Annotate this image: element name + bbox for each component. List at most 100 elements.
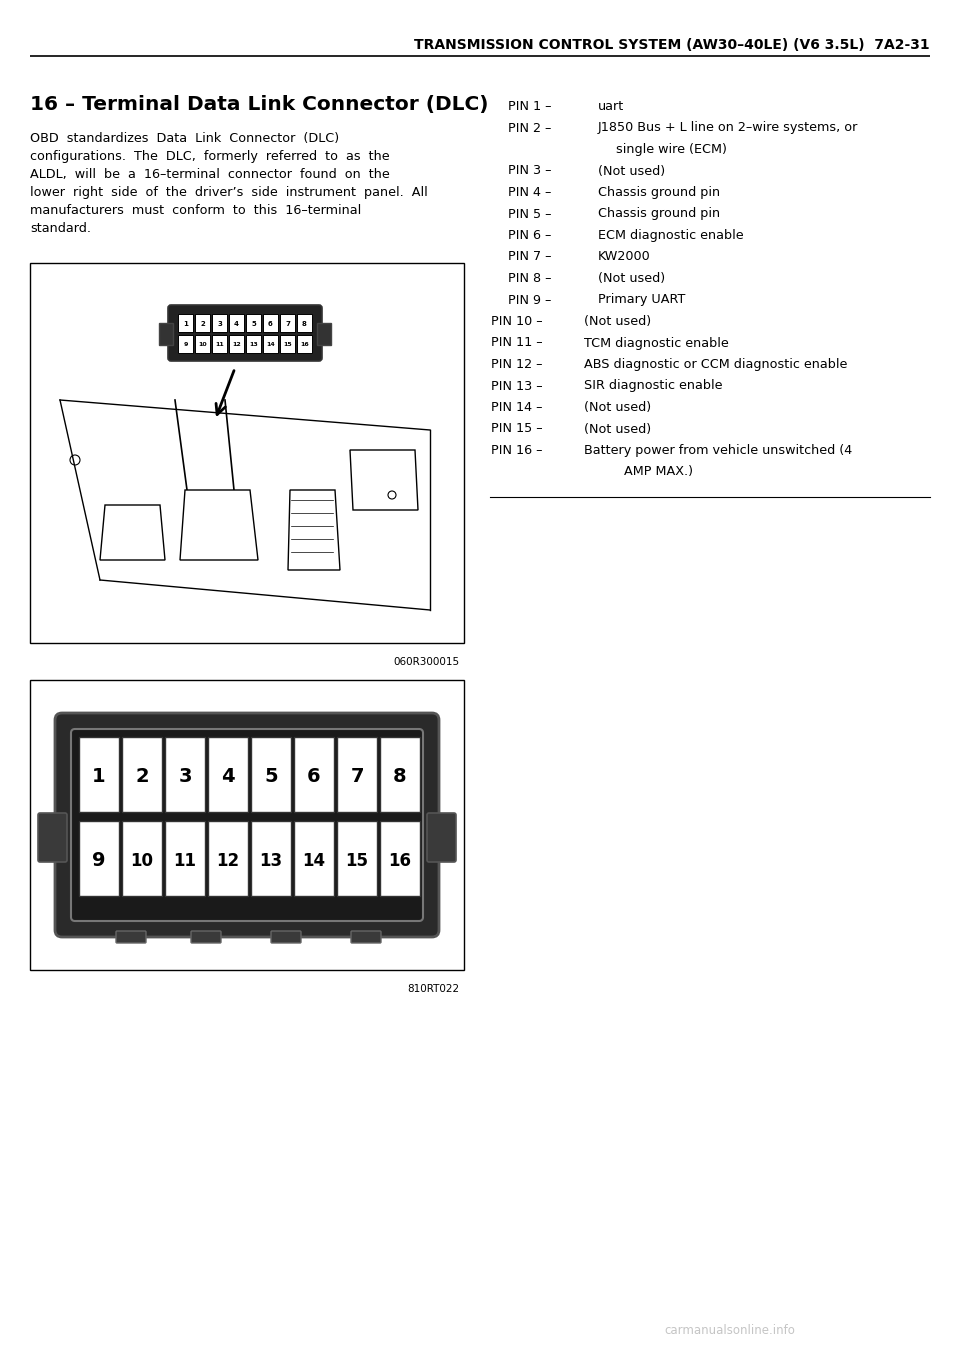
Text: 13: 13 [250,342,258,348]
Text: PIN 2 –: PIN 2 – [508,121,551,134]
Text: TRANSMISSION CONTROL SYSTEM (AW30–40LE) (V6 3.5L)  7A2-31: TRANSMISSION CONTROL SYSTEM (AW30–40LE) … [415,38,930,52]
Bar [195,314,210,331]
Text: PIN 12 –: PIN 12 – [491,359,542,371]
Text: configurations.  The  DLC,  formerly  referred  to  as  the: configurations. The DLC, formerly referr… [30,149,390,163]
Bar [229,314,244,331]
Text: AMP MAX.): AMP MAX.) [624,466,693,478]
Text: 10: 10 [198,342,206,348]
Text: Chassis ground pin: Chassis ground pin [598,186,720,200]
Text: 4: 4 [221,767,235,786]
Bar [337,737,377,812]
Text: 7: 7 [285,320,290,327]
Text: (Not used): (Not used) [584,422,651,436]
FancyBboxPatch shape [191,932,221,942]
Text: 2: 2 [135,767,149,786]
Polygon shape [288,490,340,570]
Bar [297,314,312,331]
Text: 2: 2 [200,320,204,327]
Bar [263,314,278,331]
Text: 15: 15 [283,342,292,348]
Text: ALDL,  will  be  a  16–terminal  connector  found  on  the: ALDL, will be a 16–terminal connector fo… [30,168,390,181]
Bar [79,822,119,896]
Bar [294,737,334,812]
Bar [280,335,295,353]
Bar [79,737,119,812]
Text: 13: 13 [259,851,282,869]
Text: 15: 15 [346,851,369,869]
Text: (Not used): (Not used) [598,164,665,178]
Bar [178,314,193,331]
Text: PIN 5 –: PIN 5 – [508,208,551,220]
Bar [212,314,227,331]
Bar [380,737,420,812]
Bar [208,737,248,812]
Text: ECM diagnostic enable: ECM diagnostic enable [598,230,744,242]
Text: PIN 4 –: PIN 4 – [508,186,551,200]
Text: PIN 15 –: PIN 15 – [491,422,542,436]
Bar [380,822,420,896]
Text: 6: 6 [268,320,273,327]
Text: 9: 9 [183,342,188,348]
Text: 14: 14 [302,851,325,869]
Text: 5: 5 [264,767,277,786]
Bar [30,680,464,970]
Text: 8: 8 [302,320,307,327]
Text: (Not used): (Not used) [598,272,665,285]
Text: J1850 Bus + L line on 2–wire systems, or: J1850 Bus + L line on 2–wire systems, or [598,121,858,134]
Text: PIN 14 –: PIN 14 – [491,401,542,414]
Text: 16: 16 [300,342,309,348]
Bar [212,335,227,353]
Bar [280,314,295,331]
Text: PIN 8 –: PIN 8 – [508,272,551,285]
Text: 1: 1 [183,320,188,327]
Text: Chassis ground pin: Chassis ground pin [598,208,720,220]
Text: 7: 7 [350,767,364,786]
Bar [122,822,162,896]
Text: 16: 16 [389,851,412,869]
Text: 14: 14 [266,342,275,348]
Text: PIN 1 –: PIN 1 – [508,100,551,113]
Text: PIN 16 –: PIN 16 – [491,444,542,458]
Text: 16 – Terminal Data Link Connector (DLC): 16 – Terminal Data Link Connector (DLC) [30,95,489,114]
Bar [195,335,210,353]
FancyBboxPatch shape [55,713,439,937]
FancyBboxPatch shape [271,932,301,942]
FancyBboxPatch shape [38,813,67,862]
FancyBboxPatch shape [351,932,381,942]
Polygon shape [100,505,165,559]
Text: PIN 3 –: PIN 3 – [508,164,551,178]
Text: 1: 1 [92,767,106,786]
FancyBboxPatch shape [116,932,146,942]
FancyBboxPatch shape [427,813,456,862]
Text: 810RT022: 810RT022 [407,985,459,994]
Bar [178,335,193,353]
Text: SIR diagnostic enable: SIR diagnostic enable [584,379,723,392]
Text: 11: 11 [174,851,197,869]
Bar [229,335,244,353]
Text: carmanualsonline.info: carmanualsonline.info [664,1324,796,1336]
Polygon shape [350,449,418,511]
Bar [317,323,331,345]
Bar [251,737,291,812]
Text: TCM diagnostic enable: TCM diagnostic enable [584,337,729,349]
Text: PIN 11 –: PIN 11 – [491,337,542,349]
Bar [159,323,173,345]
Text: PIN 9 –: PIN 9 – [508,293,551,307]
Polygon shape [180,490,258,559]
FancyBboxPatch shape [71,729,423,921]
Text: PIN 7 –: PIN 7 – [508,250,551,263]
Bar [165,822,205,896]
Text: uart: uart [598,100,624,113]
Text: single wire (ECM): single wire (ECM) [616,143,727,156]
Bar [30,263,464,642]
Text: 4: 4 [234,320,239,327]
Text: 3: 3 [217,320,222,327]
Text: PIN 13 –: PIN 13 – [491,379,542,392]
Text: OBD  standardizes  Data  Link  Connector  (DLC): OBD standardizes Data Link Connector (DL… [30,132,339,145]
Text: 6: 6 [307,767,321,786]
Text: 060R300015: 060R300015 [393,657,459,667]
Bar [246,314,261,331]
Text: 9: 9 [92,851,106,870]
Text: 3: 3 [179,767,192,786]
Text: manufacturers  must  conform  to  this  16–terminal: manufacturers must conform to this 16–te… [30,204,361,217]
